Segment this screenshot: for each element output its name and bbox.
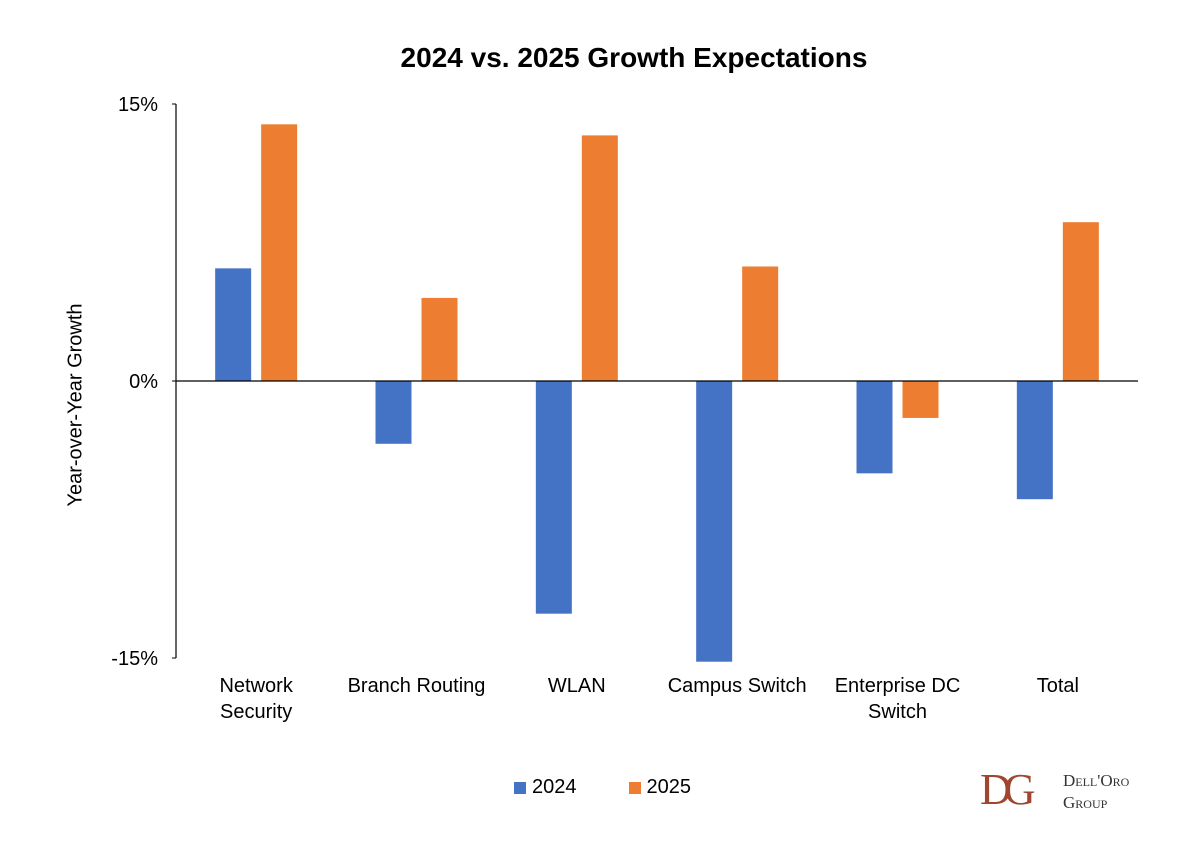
bar-2025-1	[421, 297, 458, 381]
logo-mark: DG	[980, 765, 1035, 814]
bar-2024-5	[1016, 381, 1053, 500]
bar-2025-2	[581, 135, 618, 381]
y-tick-label-0: 15%	[118, 94, 158, 116]
bar-2024-3	[696, 381, 733, 662]
bar-2024-4	[856, 381, 893, 474]
x-tick-label-4-1: Switch	[868, 701, 927, 723]
legend-item-2025: 2025	[628, 776, 692, 799]
x-tick-label-1-0: Branch Routing	[348, 675, 486, 697]
legend-swatch-2024	[514, 781, 526, 794]
legend-label-2024: 2024	[532, 776, 577, 798]
x-tick-label-4-0: Enterprise DC	[835, 675, 961, 697]
bar-2025-4	[902, 381, 939, 418]
y-tick-label-1: 0%	[129, 371, 158, 393]
legend-label-2025: 2025	[646, 776, 692, 798]
legend-item-2024: 2024	[514, 776, 577, 799]
legend: 2024 2025	[514, 776, 743, 799]
dell-oro-logo: DG Dell'Oro Group	[980, 768, 1180, 818]
logo-line-2: Group	[1063, 793, 1108, 812]
x-tick-label-3-0: Campus Switch	[668, 675, 807, 697]
bar-2025-5	[1062, 222, 1099, 381]
x-tick-label-0-0: Network	[219, 675, 293, 697]
bar-2024-0	[215, 268, 252, 381]
x-tick-label-0-1: Security	[220, 701, 292, 723]
legend-swatch-2025	[628, 781, 641, 794]
y-tick-label-2: -15%	[111, 648, 158, 670]
bar-2025-0	[261, 124, 298, 382]
chart-title: 2024 vs. 2025 Growth Expectations	[400, 42, 868, 73]
bar-2024-2	[535, 381, 572, 614]
logo-wordmark: Dell'Oro Group	[1063, 770, 1129, 814]
logo-line-1: Dell'Oro	[1063, 771, 1130, 790]
bar-2024-1	[375, 381, 412, 444]
x-tick-label-2-0: WLAN	[548, 675, 606, 697]
bar-2025-3	[742, 266, 779, 381]
x-tick-label-5-0: Total	[1037, 675, 1079, 697]
